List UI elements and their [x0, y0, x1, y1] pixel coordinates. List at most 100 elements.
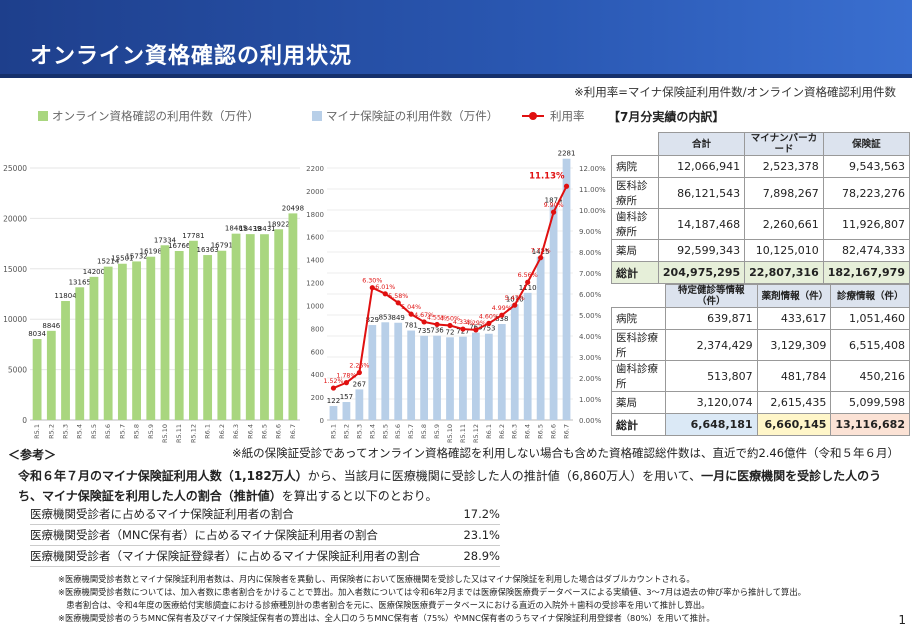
table-row: 薬局 3,120,074 2,615,435 5,099,598	[611, 391, 910, 414]
para-text-1: から、当該月に医療機関に受診した人の推計値（6,860万人）を用いて、	[307, 469, 702, 483]
rate-label: 11.13%	[529, 171, 565, 181]
table-row: 歯科診療所 513,807 481,784 450,216	[611, 360, 910, 392]
y-right-tick-label: 11.00%	[579, 186, 606, 194]
cell-insurance: 78,223,276	[822, 177, 911, 209]
y-right-tick-label: 1.00%	[579, 396, 602, 404]
x-tick-label: R5.1	[329, 424, 337, 439]
bar-value-label: 853	[379, 313, 392, 321]
cell-insurance: 9,543,563	[822, 155, 911, 178]
legend-online-check: オンライン資格確認の利用件数（万件）	[38, 108, 259, 124]
y-right-tick-label: 7.00%	[579, 270, 602, 278]
legend-blue-swatch	[312, 111, 322, 121]
y-left-tick-label: 1800	[306, 211, 324, 219]
cell-medical: 5,099,598	[830, 391, 910, 414]
bar	[342, 402, 351, 420]
table-row: 医科診療所 2,374,429 3,129,309 6,515,408	[611, 329, 910, 361]
table-row: 薬局 92,599,343 10,125,010 82,474,333	[611, 239, 911, 262]
bar-value-label: 15214	[97, 258, 120, 266]
cell-checkup: 639,871	[665, 307, 758, 330]
bar-value-label: 753	[482, 325, 495, 333]
footnote: ※医療機関受診者数については、加入者数に患者割合をかけることで算出。加入者数につ…	[58, 587, 806, 597]
x-tick-label: R5.6	[394, 424, 402, 439]
y-right-tick-label: 4.00%	[579, 333, 602, 341]
table-corner	[611, 132, 659, 156]
x-tick-label: R6.6	[550, 424, 558, 439]
footnote: ※医療機関受診者数とマイナ保険証利用者数は、月内に保険者を異動し、両保険者におい…	[58, 574, 695, 584]
rate-point	[343, 380, 350, 386]
y-tick-label: 15000	[3, 265, 27, 274]
bar-value-label: 267	[353, 380, 366, 388]
legend-mynacard-label: マイナ保険証の利用件数（万件）	[326, 109, 499, 123]
y-left-tick-label: 2200	[306, 165, 324, 173]
bar	[510, 304, 519, 420]
rate-point	[460, 326, 466, 332]
col-drug: 薬剤情報（件）	[756, 284, 832, 308]
rate-label: 2.26%	[349, 363, 369, 370]
table-row: 医科診療所 86,121,543 7,898,267 78,223,276	[611, 177, 911, 209]
y-right-tick-label: 10.00%	[579, 207, 606, 215]
x-tick-label: R5.12	[472, 424, 480, 443]
bar-value-label: 157	[340, 393, 353, 401]
rate-label: 6.01%	[375, 284, 395, 291]
table-total-row: 総計 6,648,181 6,660,145 13,116,682	[611, 413, 910, 436]
legend-rate: 利用率	[522, 108, 585, 124]
cell-insurance: 11,926,807	[822, 208, 911, 240]
header-stripe	[0, 74, 912, 78]
para-bold-2: 一月に医療機関を受診した人のうち、マイナ保険証を利用した人の割合（推計値）	[18, 469, 882, 503]
header-banner: オンライン資格確認の利用状況	[0, 0, 912, 78]
table-header-row: 特定健診等情報（件） 薬剤情報（件） 診療情報（件）	[611, 284, 910, 308]
cell-checkup: 3,120,074	[665, 391, 758, 414]
x-tick-label: R6.5	[537, 424, 545, 439]
y-left-tick-label: 1400	[306, 257, 324, 265]
bar-value-label: 16791	[211, 242, 233, 250]
bar-value-label: 1010	[506, 295, 524, 303]
page-number: 1	[898, 613, 906, 627]
x-tick-label: R5.7	[118, 424, 126, 439]
bar	[523, 292, 532, 420]
y-left-tick-label: 1600	[306, 234, 324, 242]
bar	[459, 336, 467, 420]
footnote: 患者割合は、令和4年度の医療給付実態調査における診療種別計の患者割合を元に、医療…	[58, 600, 710, 610]
rate-label: 医療機関受診者（マイナ保険証登録者）に占めるマイナ保険証利用者の割合	[30, 549, 421, 563]
x-tick-label: R5.1	[33, 424, 41, 439]
x-tick-label: R6.6	[275, 424, 283, 439]
bar	[231, 233, 241, 420]
bar	[46, 330, 56, 420]
legend-online-check-label: オンライン資格確認の利用件数（万件）	[52, 109, 259, 123]
mynacard-chart: 0 200 400 600 800 1000 1200 1400 1600 1800 2000 220…	[306, 150, 606, 443]
rate-row: 医療機関受診者（マイナ保険証登録者）に占めるマイナ保険証利用者の割合 28.9%	[30, 546, 500, 567]
y-left-tick-label: 800	[311, 325, 324, 333]
rate-label: 医療機関受診者（MNC保有者）に占めるマイナ保険証利用者の割合	[30, 528, 378, 542]
bar-value-label: 1110	[519, 284, 537, 292]
bar-value-label: 16198	[140, 248, 162, 256]
bar	[117, 263, 127, 420]
x-tick-label: R5.4	[76, 424, 84, 439]
x-tick-label: R5.11	[175, 424, 183, 443]
bar-value-label: 122	[327, 397, 340, 405]
x-tick-label: R5.2	[47, 424, 55, 439]
rate-label: 4.55%	[427, 314, 447, 321]
bar	[288, 213, 298, 420]
rate-point	[434, 321, 440, 328]
x-tick-label: R6.7	[289, 424, 297, 439]
bar	[61, 301, 70, 420]
bar-value-label: 2281	[558, 150, 576, 158]
table-header-row: 合計 マイナンバーカード 保険証	[611, 132, 911, 156]
cell-total: 92,599,343	[657, 239, 746, 262]
bar-value-label: 727	[456, 328, 469, 336]
x-tick-label: R5.10	[161, 424, 169, 443]
bar	[32, 339, 42, 420]
bar	[217, 250, 227, 420]
bar-value-label: 829	[366, 316, 379, 324]
y-right-tick-label: 9.00%	[579, 228, 602, 236]
bar	[549, 205, 558, 420]
rate-point	[356, 369, 362, 376]
cell-medical: 6,515,408	[830, 329, 910, 361]
bar-value-label: 20498	[282, 204, 304, 212]
bar	[146, 256, 156, 420]
cell-total: 12,066,941	[657, 155, 746, 178]
rate-point	[408, 311, 414, 317]
y-right-tick-label: 6.00%	[579, 291, 602, 299]
rate-label: 4.29%	[466, 320, 486, 327]
cell-mynumber: 2,523,378	[744, 155, 824, 178]
